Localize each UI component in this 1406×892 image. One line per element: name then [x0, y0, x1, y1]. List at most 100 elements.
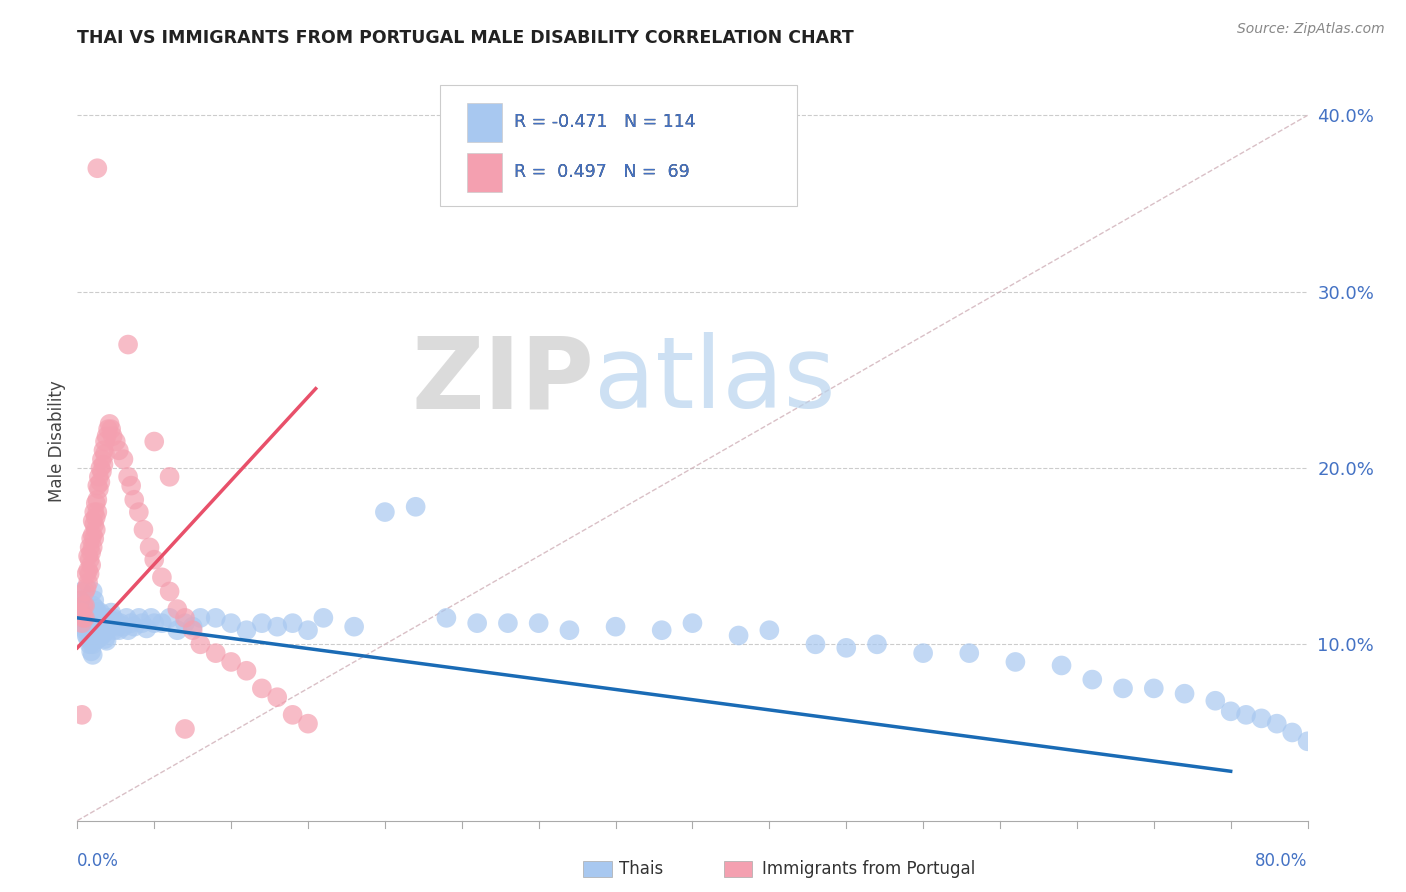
Point — [79, 624, 101, 638]
Point — [76, 616, 98, 631]
Point — [90, 624, 114, 638]
Point — [1250, 711, 1272, 725]
Point — [76, 628, 98, 642]
FancyBboxPatch shape — [467, 153, 502, 192]
Point — [235, 624, 257, 638]
Point — [76, 602, 98, 616]
Point — [957, 646, 980, 660]
Point — [150, 570, 173, 584]
Point — [115, 611, 138, 625]
FancyBboxPatch shape — [467, 103, 502, 142]
Point — [1174, 687, 1197, 701]
Point — [297, 716, 319, 731]
Point — [86, 492, 108, 507]
Point — [112, 620, 135, 634]
Point — [76, 566, 98, 581]
Point — [77, 549, 100, 563]
Point — [79, 552, 101, 566]
Point — [297, 624, 319, 638]
Point — [83, 620, 105, 634]
Point — [235, 664, 257, 678]
Y-axis label: Male Disability: Male Disability — [48, 381, 66, 502]
Point — [69, 593, 91, 607]
Point — [103, 624, 125, 638]
Point — [117, 624, 139, 638]
Point — [77, 563, 100, 577]
Point — [93, 626, 115, 640]
Point — [82, 584, 104, 599]
Point — [73, 599, 96, 613]
Point — [219, 655, 242, 669]
Point — [1219, 704, 1241, 718]
Point — [159, 584, 181, 599]
Point — [82, 637, 104, 651]
Point — [104, 434, 127, 449]
Point — [77, 632, 100, 646]
Point — [80, 546, 103, 560]
Point — [83, 593, 105, 607]
Point — [84, 616, 107, 631]
Point — [72, 620, 94, 634]
Text: atlas: atlas — [595, 333, 835, 429]
Point — [93, 458, 115, 472]
Point — [94, 447, 117, 461]
Point — [86, 632, 108, 646]
Point — [72, 599, 94, 613]
Point — [82, 611, 104, 625]
Point — [266, 620, 288, 634]
Point — [150, 616, 173, 631]
Point — [90, 611, 114, 625]
Point — [117, 470, 139, 484]
Point — [94, 434, 117, 449]
Point — [181, 620, 204, 634]
Point — [181, 624, 204, 638]
Point — [436, 611, 458, 625]
Point — [682, 616, 704, 631]
Point — [120, 478, 142, 492]
Point — [82, 528, 104, 542]
Point — [83, 606, 105, 620]
Point — [84, 602, 107, 616]
Point — [104, 615, 127, 629]
Point — [70, 606, 93, 620]
Point — [405, 500, 427, 514]
Point — [1296, 734, 1319, 748]
Point — [866, 637, 889, 651]
Point — [84, 496, 107, 510]
Point — [1204, 694, 1226, 708]
Point — [1004, 655, 1026, 669]
Point — [804, 637, 827, 651]
Point — [605, 620, 627, 634]
Point — [135, 622, 157, 636]
Point — [138, 541, 160, 555]
Point — [86, 620, 108, 634]
Point — [82, 624, 104, 638]
Point — [250, 681, 273, 696]
Point — [204, 646, 226, 660]
Point — [100, 422, 122, 436]
Point — [110, 616, 132, 631]
Point — [94, 620, 117, 634]
Point — [90, 465, 114, 479]
Point — [174, 616, 197, 631]
Point — [174, 722, 197, 736]
Point — [89, 630, 111, 644]
Point — [143, 434, 166, 449]
Point — [77, 606, 100, 620]
Point — [82, 599, 104, 613]
Point — [82, 648, 104, 662]
Point — [73, 624, 96, 638]
Point — [174, 611, 197, 625]
Point — [120, 616, 142, 631]
Text: THAI VS IMMIGRANTS FROM PORTUGAL MALE DISABILITY CORRELATION CHART: THAI VS IMMIGRANTS FROM PORTUGAL MALE DI… — [77, 29, 853, 47]
Point — [80, 558, 103, 572]
Text: Immigrants from Portugal: Immigrants from Portugal — [762, 860, 976, 878]
Point — [159, 611, 181, 625]
Point — [96, 633, 118, 648]
Point — [97, 611, 120, 625]
Text: ZIP: ZIP — [411, 333, 595, 429]
Point — [1281, 725, 1303, 739]
Point — [90, 452, 114, 467]
Point — [141, 611, 163, 625]
Point — [79, 566, 101, 581]
